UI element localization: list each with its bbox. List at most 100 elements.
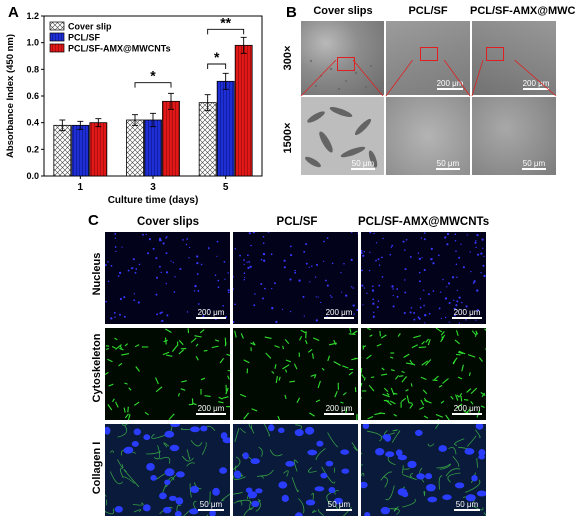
cell-fiber	[168, 413, 175, 420]
cell-fiber	[466, 388, 472, 393]
bar	[198, 102, 217, 177]
cell-fiber	[284, 339, 290, 345]
nucleus-dot	[264, 287, 266, 290]
cell-fiber	[127, 406, 129, 413]
cell-fiber	[419, 406, 424, 410]
collagen-fiber	[263, 424, 270, 437]
nucleus-dot	[233, 288, 235, 290]
nucleus-dot	[392, 305, 395, 308]
nucleus-dot	[289, 278, 292, 281]
y-tick-label: 0.0	[26, 171, 39, 181]
cell-fiber	[227, 375, 230, 380]
nucleus-dot	[165, 282, 167, 285]
nucleus-dot	[362, 254, 365, 257]
collagen-nucleus	[233, 470, 241, 478]
cell-fiber	[155, 386, 163, 393]
scale-bar-50um: 50 μm	[351, 159, 375, 170]
collagen-nucleus	[415, 429, 423, 436]
nucleus-dot	[193, 290, 196, 292]
cell-fiber	[421, 360, 429, 366]
nucleus-dot	[207, 247, 210, 250]
collagen-nucleus	[295, 512, 303, 516]
cell-fiber	[296, 397, 301, 403]
collagen-nucleus	[200, 425, 208, 432]
nucleus-dot	[377, 300, 380, 303]
collagen-nucleus	[164, 468, 175, 477]
nucleus-dot	[432, 262, 435, 265]
collagen-fiber	[243, 507, 252, 516]
cell-fiber	[367, 415, 374, 420]
collagen-fiber	[427, 443, 435, 447]
cell-fiber	[284, 394, 287, 400]
collagen-nucleus	[219, 467, 227, 474]
cell-fiber	[218, 396, 223, 400]
nucleus-dot	[444, 297, 448, 300]
sem-cover-slips-300x	[301, 21, 384, 95]
nucleus-dot	[372, 302, 375, 305]
nucleus-dot	[409, 311, 412, 314]
nucleus-dot	[423, 232, 426, 234]
collagen-fiber	[315, 448, 326, 460]
cell-fiber	[334, 390, 338, 398]
scale-bar-200um: 200 μm	[324, 404, 354, 415]
cell-fiber	[135, 366, 140, 372]
collagen-fiber	[447, 472, 461, 483]
nucleus-dot	[326, 237, 329, 239]
cell-fiber	[284, 369, 288, 373]
zoom-box	[337, 57, 355, 71]
collagen-fiber	[162, 477, 175, 493]
nucleus-dot	[446, 243, 449, 246]
collagen-nucleus	[159, 492, 167, 500]
cell-fiber	[440, 400, 445, 404]
nucleus-dot	[227, 289, 230, 292]
collagen-nucleus	[384, 435, 391, 442]
collagen-nucleus	[124, 446, 134, 454]
nucleus-dot	[127, 269, 130, 272]
nucleus-dot	[248, 232, 251, 235]
nucleus-dot	[319, 301, 322, 304]
cell-fiber	[300, 329, 307, 334]
cell-fiber	[475, 330, 479, 335]
cell-fiber	[410, 383, 413, 387]
collagen-fiber	[401, 465, 404, 474]
nucleus-dot	[372, 315, 375, 318]
nucleus-dot	[340, 271, 342, 274]
nucleus-dot	[247, 266, 250, 269]
cell-fiber	[251, 408, 258, 412]
nucleus-dot	[302, 295, 305, 298]
cell-fiber	[363, 377, 366, 381]
fluor-cytoskeleton-pcl-sf: 200 μm	[233, 328, 358, 420]
nucleus-dot	[165, 271, 169, 274]
nucleus-dot	[357, 232, 358, 234]
nucleus-dot	[466, 234, 468, 236]
collagen-fiber	[392, 429, 398, 432]
collagen-nucleus	[471, 475, 478, 482]
nucleus-dot	[243, 272, 246, 275]
sem-cover-slips-1500x: 50 μm	[301, 97, 384, 175]
cell-fiber	[119, 347, 124, 351]
nucleus-dot	[166, 314, 169, 317]
nucleus-dot	[162, 242, 165, 245]
nucleus-dot	[197, 289, 200, 292]
panel-c-col-cover-slips: Cover slips	[137, 216, 199, 228]
cell-fiber	[123, 407, 126, 413]
collagen-fiber	[387, 508, 400, 515]
collagen-nucleus	[170, 424, 180, 428]
nucleus-dot	[373, 232, 375, 235]
cell-fiber	[275, 376, 278, 384]
cell-fiber	[211, 345, 219, 349]
cell-fiber	[293, 363, 298, 370]
collagen-fiber	[105, 508, 115, 515]
collagen-fiber	[189, 483, 192, 498]
nucleus-dot	[455, 263, 458, 266]
cell-fiber	[381, 367, 385, 371]
collagen-nucleus	[395, 449, 403, 457]
panel-c-letter: C	[88, 212, 99, 229]
collagen-nucleus	[220, 432, 228, 440]
cell-fiber	[438, 384, 443, 388]
nucleus-dot	[248, 261, 251, 263]
cell-fiber	[460, 396, 463, 402]
collagen-nucleus	[397, 488, 408, 496]
collagen-fiber	[183, 510, 190, 516]
cell-fiber	[468, 372, 471, 376]
